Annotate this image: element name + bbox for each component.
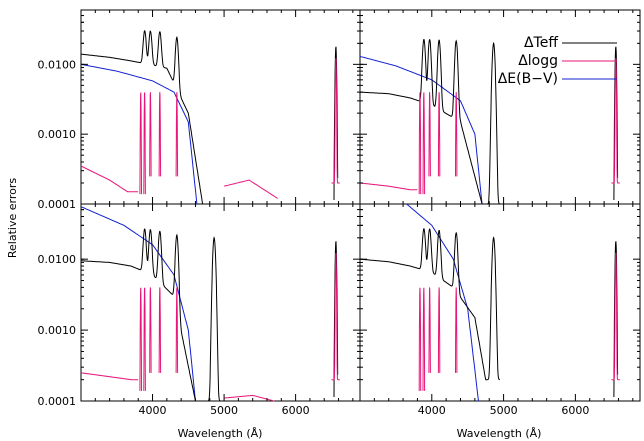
series-logg-bump	[223, 179, 278, 199]
panel-2-series	[359, 39, 620, 205]
legend-label-ebv: ΔE(B−V)	[498, 71, 558, 87]
series-ebv-line	[359, 55, 483, 205]
series-logg-line	[418, 253, 620, 391]
x-tick-label: 4000	[418, 404, 446, 417]
x-axis-label-left: Wavelength (Å)	[178, 427, 263, 440]
panel-frame-3	[80, 203, 361, 402]
panel-3-series	[80, 206, 340, 402]
panel-frame-2	[359, 9, 641, 205]
panel-frames	[80, 9, 641, 402]
series-logg-line	[81, 253, 340, 391]
x-tick-label: 5000	[210, 404, 238, 417]
panel-4-series	[360, 203, 620, 402]
series-logg-line	[80, 58, 340, 195]
tick-layer: 4000 5000 6000 4000 5000 6000 0.0001 0.0010 0.01…	[38, 9, 640, 417]
panel-frame-4	[359, 203, 641, 402]
x-tick-label: 4000	[139, 404, 167, 417]
panel-1-series	[80, 30, 340, 205]
y-axis-label: Relative errors	[6, 178, 19, 258]
series-teff-line	[360, 39, 619, 205]
series-ebv-line	[80, 63, 198, 205]
series-logg-bump	[224, 394, 275, 402]
series-teff-line	[81, 228, 339, 402]
x-tick-label: 5000	[490, 404, 518, 417]
y-tick-label: 0.0010	[38, 128, 77, 141]
legend-label-logg: Δlogg	[518, 53, 558, 69]
y-tick-label: 0.0100	[38, 253, 77, 266]
x-tick-label: 6000	[561, 404, 589, 417]
y-tick-label: 0.0001	[38, 198, 77, 211]
series-teff-line	[360, 228, 619, 398]
y-tick-label: 0.0001	[38, 395, 77, 408]
y-tick-label: 0.0100	[38, 58, 77, 71]
series-teff-line	[80, 30, 339, 205]
x-axis-label-right: Wavelength (Å)	[457, 427, 542, 440]
panel-frame-1	[80, 9, 361, 205]
x-tick-label: 6000	[282, 404, 310, 417]
series-layer	[80, 30, 620, 402]
y-tick-label: 0.0010	[38, 324, 77, 337]
series-ebv-line	[80, 206, 196, 402]
legend-label-teff: ΔTeff	[524, 35, 558, 51]
series-ebv-line	[406, 203, 479, 402]
legend: ΔTeff Δlogg ΔE(B−V)	[498, 35, 617, 87]
series-logg-line	[360, 58, 620, 195]
